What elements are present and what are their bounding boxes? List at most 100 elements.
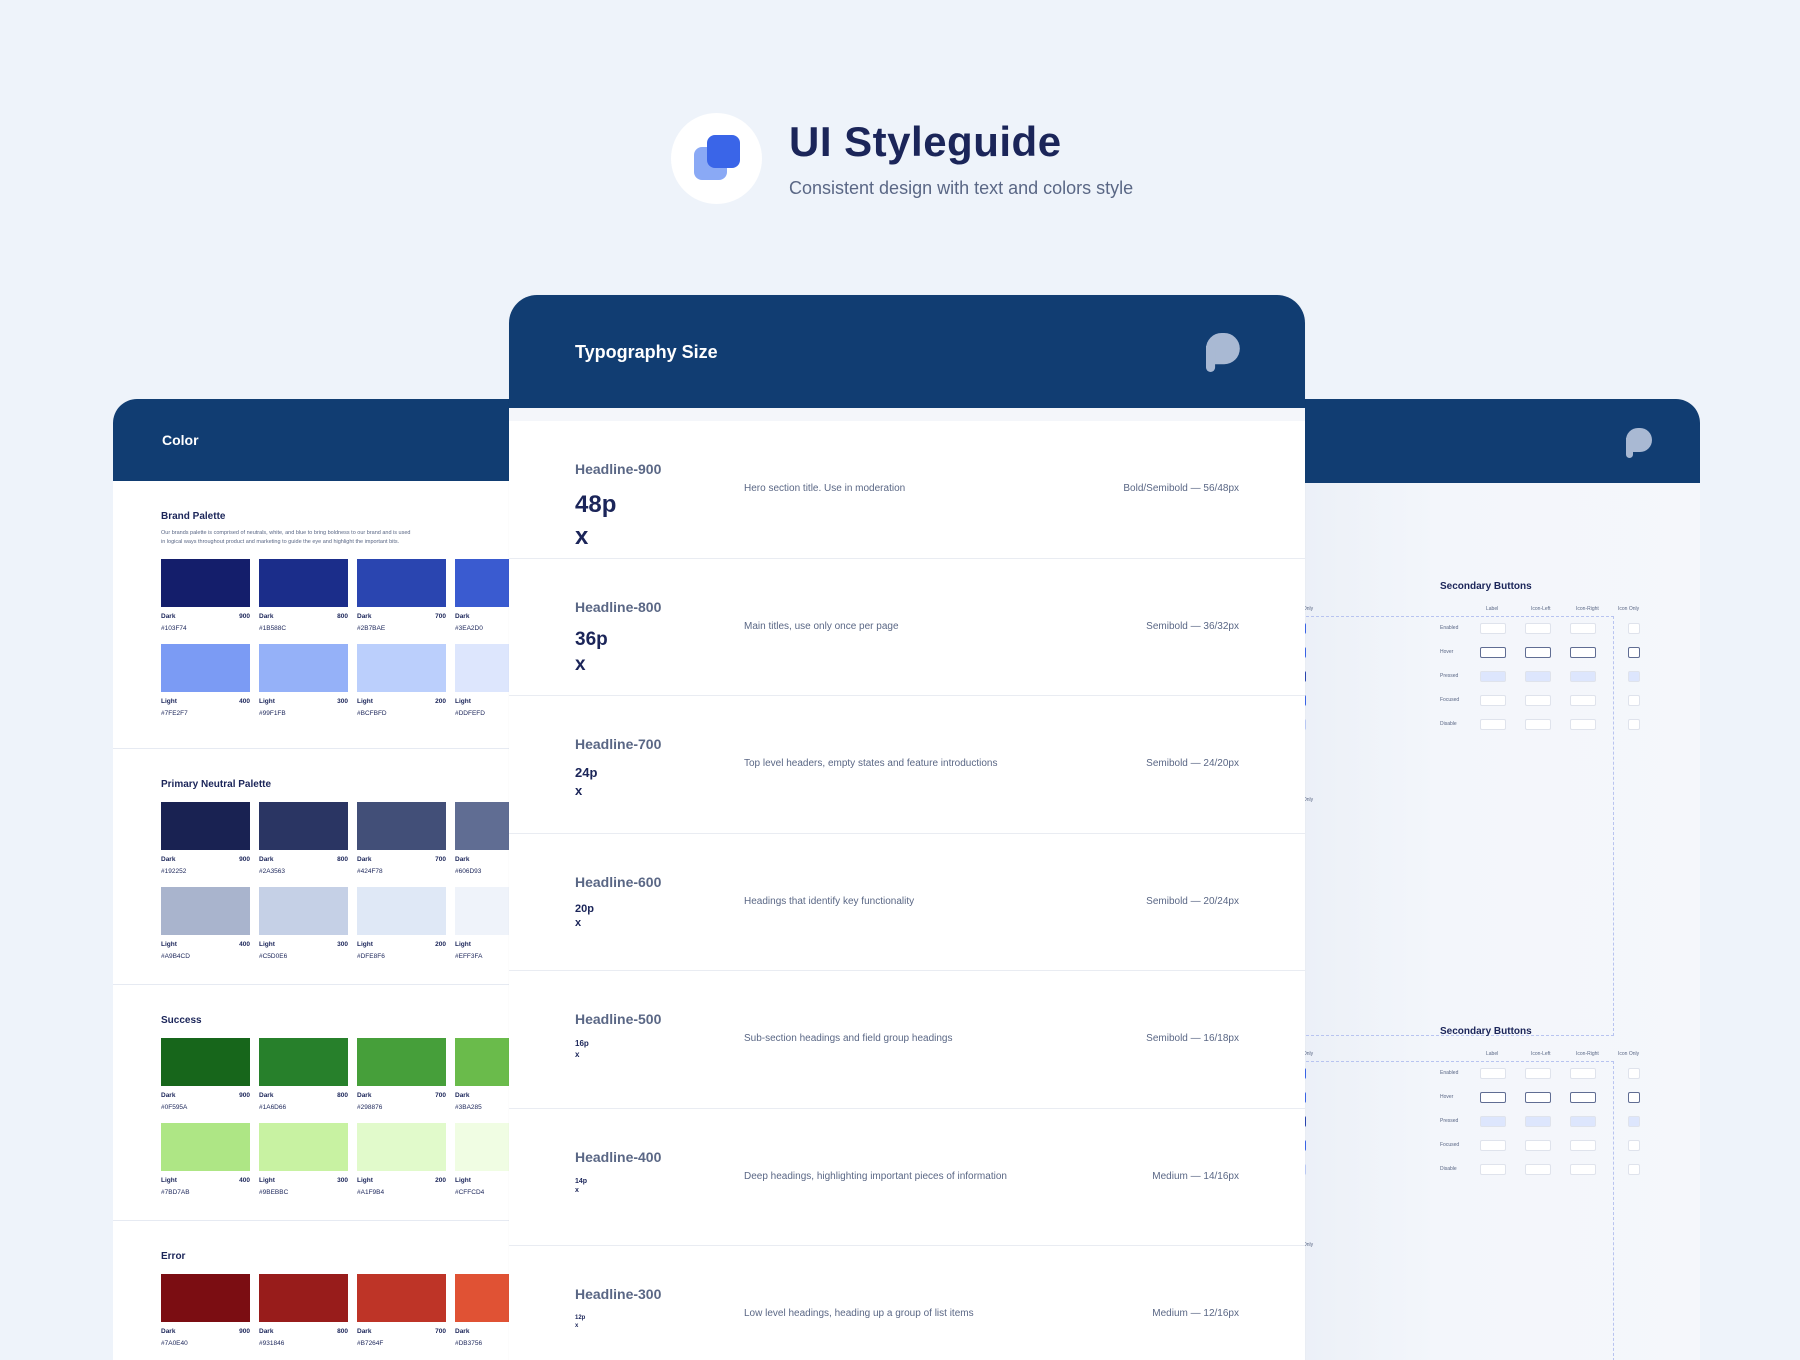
- color-swatch: Dark #606D93: [455, 802, 513, 875]
- swatch-level: 400: [239, 1177, 250, 1184]
- swatch-chip: [259, 887, 348, 935]
- color-swatch: Dark 900 #192252: [161, 802, 250, 875]
- swatch-meta: Dark 700: [357, 1092, 446, 1099]
- swatch-chip: [161, 644, 250, 692]
- buttons-state-label: Enabled: [1440, 625, 1459, 631]
- swatch-hex: #0F595A: [161, 1104, 188, 1111]
- swatch-chip: [357, 887, 446, 935]
- swatch-meta: Dark 700: [357, 613, 446, 620]
- swatch-chip: [259, 1274, 348, 1322]
- buttons-state-label: Disable: [1440, 1166, 1457, 1172]
- buttons-state-label: Hover: [1440, 1094, 1454, 1100]
- typography-name: Headline-900: [575, 461, 662, 477]
- typography-row: Headline-600 20px Headings that identify k…: [509, 834, 1305, 971]
- swatch-name: Dark: [161, 613, 176, 620]
- swatch-name: Light: [259, 941, 275, 948]
- swatch-level: 700: [435, 1092, 446, 1099]
- palette-section: Brand Palette Our brands palette is compr…: [113, 481, 513, 749]
- swatch-chip: [259, 1038, 348, 1086]
- secondary-button-preview: [1570, 695, 1596, 706]
- swatch-meta: Dark: [455, 1328, 513, 1335]
- swatch-chip: [455, 559, 513, 607]
- typography-sample: 24px: [575, 765, 598, 798]
- color-swatch: Dark 900 #0F595A: [161, 1038, 250, 1111]
- palette-title: Error: [161, 1251, 186, 1262]
- brand-p-icon: [1626, 428, 1652, 458]
- swatch-chip: [357, 559, 446, 607]
- swatch-name: Light: [259, 1177, 275, 1184]
- typography-name: Headline-300: [575, 1286, 662, 1302]
- typography-name: Headline-800: [575, 598, 662, 615]
- swatch-row: Light 400 #A9B4CD Light 300 #C5D0E6 Light 200 #D…: [161, 887, 513, 960]
- typography-row: Headline-400 14px Deep headings, highlight…: [509, 1109, 1305, 1246]
- swatch-chip: [455, 1274, 513, 1322]
- swatch-hex: #298876: [357, 1104, 383, 1111]
- swatch-hex: #BCFBFD: [357, 710, 387, 717]
- buttons-column: Icon Only: [1618, 606, 1640, 612]
- color-swatch: Dark 800 #2A3563: [259, 802, 348, 875]
- color-swatch: Light 200 #A1F9B4: [357, 1123, 446, 1196]
- icon-only-button-preview: [1628, 1068, 1640, 1079]
- swatch-hex: #1B588C: [259, 625, 287, 632]
- secondary-button-preview: [1480, 1092, 1506, 1103]
- color-swatch: Dark #DB3756: [455, 1274, 513, 1347]
- typography-sample: 16px: [575, 1039, 589, 1059]
- buttons-block-title: Secondary Buttons: [1440, 1026, 1532, 1037]
- brand-p-icon: [1206, 333, 1240, 372]
- swatch-name: Dark: [357, 856, 372, 863]
- swatch-meta: Dark 800: [259, 1092, 348, 1099]
- secondary-button-preview: [1570, 647, 1596, 658]
- typography-sample: 36px: [575, 628, 608, 676]
- swatch-level: 400: [239, 698, 250, 705]
- icon-only-button-preview: [1628, 623, 1640, 634]
- color-swatch: Dark #3EA2D0: [455, 559, 513, 632]
- swatch-meta: Dark 800: [259, 1328, 348, 1335]
- swatch-level: 200: [435, 941, 446, 948]
- swatch-meta: Dark: [455, 613, 513, 620]
- typography-name: Headline-500: [575, 1011, 662, 1027]
- typography-row: Headline-300 12px Low level headings, head…: [509, 1246, 1305, 1360]
- swatch-row: Light 400 #7FE2F7 Light 300 #99F1FB Light 200 #B…: [161, 644, 513, 717]
- buttons-frame: [1258, 1061, 1614, 1360]
- secondary-button-preview: [1480, 1164, 1506, 1175]
- color-swatch: Light 400 #A9B4CD: [161, 887, 250, 960]
- swatch-row: Dark 900 #103F74 Dark 800 #1B588C Dark 700 #2B7B…: [161, 559, 513, 632]
- swatch-hex: #7FE2F7: [161, 710, 188, 717]
- swatch-chip: [161, 887, 250, 935]
- swatch-chip: [357, 1123, 446, 1171]
- secondary-button-preview: [1525, 1116, 1551, 1127]
- swatch-row: Light 400 #7BD7AB Light 300 #9BEBBC Light 200 #A…: [161, 1123, 513, 1196]
- swatch-name: Light: [259, 698, 275, 705]
- swatch-chip: [357, 1038, 446, 1086]
- color-swatch: Light 400 #7BD7AB: [161, 1123, 250, 1196]
- swatch-level: 900: [239, 613, 250, 620]
- swatch-meta: Dark 700: [357, 1328, 446, 1335]
- color-swatch: Light 400 #7FE2F7: [161, 644, 250, 717]
- swatch-row: Dark 900 #192252 Dark 800 #2A3563 Dark 700 #424F…: [161, 802, 513, 875]
- swatch-name: Dark: [259, 1328, 274, 1335]
- swatch-hex: #103F74: [161, 625, 187, 632]
- secondary-button-preview: [1525, 719, 1551, 730]
- swatch-hex: #931846: [259, 1340, 285, 1347]
- secondary-button-preview: [1570, 1164, 1596, 1175]
- swatch-name: Dark: [455, 1092, 470, 1099]
- color-swatch: Light 300 #9BEBBC: [259, 1123, 348, 1196]
- buttons-state-label: Enabled: [1440, 1070, 1459, 1076]
- swatch-name: Dark: [259, 1092, 274, 1099]
- typography-row: Headline-800 36px Main titles, use only on…: [509, 559, 1305, 696]
- swatch-chip: [161, 559, 250, 607]
- icon-only-button-preview: [1628, 1140, 1640, 1151]
- buttons-state-label: Focused: [1440, 1142, 1460, 1148]
- swatch-name: Dark: [357, 1328, 372, 1335]
- palette-title: Primary Neutral Palette: [161, 779, 272, 790]
- palette-section: Primary Neutral Palette Dark 900 #192252 Dar…: [113, 749, 513, 985]
- secondary-button-preview: [1525, 695, 1551, 706]
- hero: UI Styleguide Consistent design with tex…: [671, 113, 1133, 204]
- color-swatch: Dark 900 #7A0E40: [161, 1274, 250, 1347]
- swatch-level: 300: [337, 698, 348, 705]
- swatch-chip: [455, 887, 513, 935]
- secondary-button-preview: [1525, 1068, 1551, 1079]
- swatch-chip: [161, 1123, 250, 1171]
- secondary-button-preview: [1525, 1164, 1551, 1175]
- typography-card-title: Typography Size: [575, 342, 718, 362]
